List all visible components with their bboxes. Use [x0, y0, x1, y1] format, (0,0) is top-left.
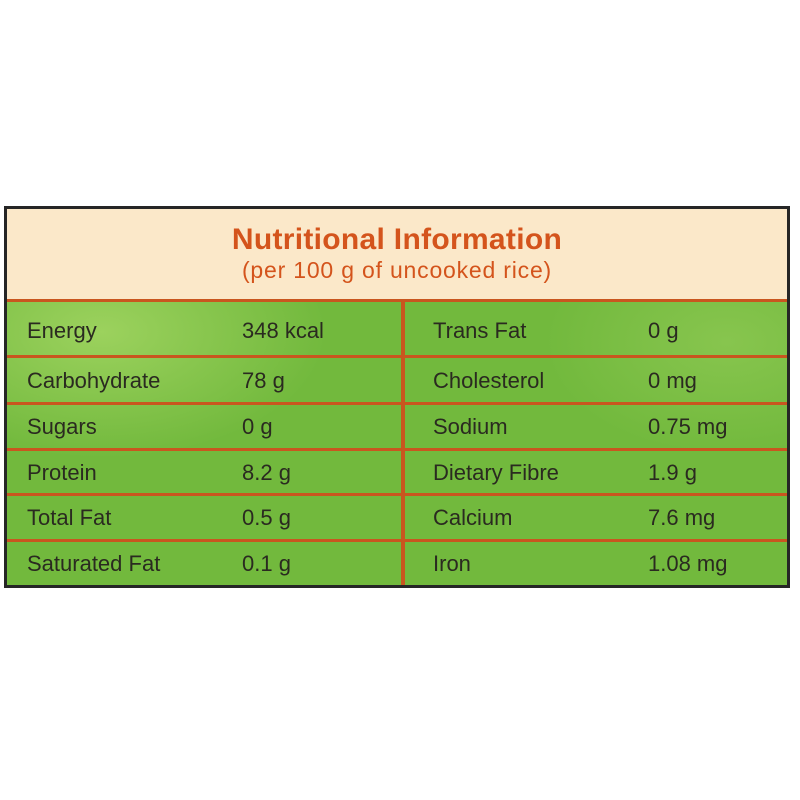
nutrition-panel: Nutritional Information (per 100 g of un… [4, 206, 790, 588]
row-separator [7, 539, 787, 542]
table-row: Saturated Fat 0.1 g Iron 1.08 mg [7, 541, 787, 585]
nutrient-value: 0 mg [648, 368, 697, 393]
nutrient-name: Dietary Fibre [433, 460, 559, 485]
nutrient-name: Iron [433, 551, 471, 576]
nutrient-value: 0 g [242, 414, 273, 439]
table-row: Carbohydrate 78 g Cholesterol 0 mg [7, 358, 787, 404]
nutrient-name: Calcium [433, 505, 513, 530]
panel-subtitle: (per 100 g of uncooked rice) [241, 257, 553, 283]
nutrient-value: 7.6 mg [648, 505, 716, 530]
row-separator [7, 493, 787, 496]
nutrient-value: 78 g [242, 368, 285, 393]
nutrient-name: Trans Fat [433, 318, 527, 343]
nutrition-table: Energy 348 kcal Trans Fat 0 g Carbohydra… [7, 299, 787, 585]
row-separator [7, 448, 787, 451]
table-row: Total Fat 0.5 g Calcium 7.6 mg [7, 495, 787, 541]
nutrient-name: Energy [27, 318, 97, 343]
nutrient-value: 0.1 g [242, 551, 291, 576]
nutrient-name: Sodium [433, 414, 508, 439]
table-row: Protein 8.2 g Dietary Fibre 1.9 g [7, 450, 787, 496]
nutrient-value: 0.75 mg [648, 414, 728, 439]
nutrient-name: Saturated Fat [27, 551, 161, 576]
nutrient-value: 1.08 mg [648, 551, 728, 576]
column-divider [401, 302, 405, 585]
panel-header: Nutritional Information (per 100 g of un… [7, 209, 787, 299]
nutrient-name: Carbohydrate [27, 368, 161, 393]
nutrient-name: Cholesterol [433, 368, 545, 393]
table-row: Energy 348 kcal Trans Fat 0 g [7, 308, 787, 354]
table-row: Sugars 0 g Sodium 0.75 mg [7, 404, 787, 450]
nutrient-name: Sugars [27, 414, 97, 439]
nutrient-name: Total Fat [27, 505, 112, 530]
nutrient-value: 0.5 g [242, 505, 291, 530]
nutrient-value: 348 kcal [242, 318, 324, 343]
nutrient-value: 1.9 g [648, 460, 697, 485]
row-separator [7, 355, 787, 358]
nutrient-name: Protein [27, 460, 97, 485]
nutrient-value: 0 g [648, 318, 679, 343]
panel-title: Nutritional Information [231, 223, 563, 256]
row-separator [7, 402, 787, 405]
nutrient-value: 8.2 g [242, 460, 291, 485]
